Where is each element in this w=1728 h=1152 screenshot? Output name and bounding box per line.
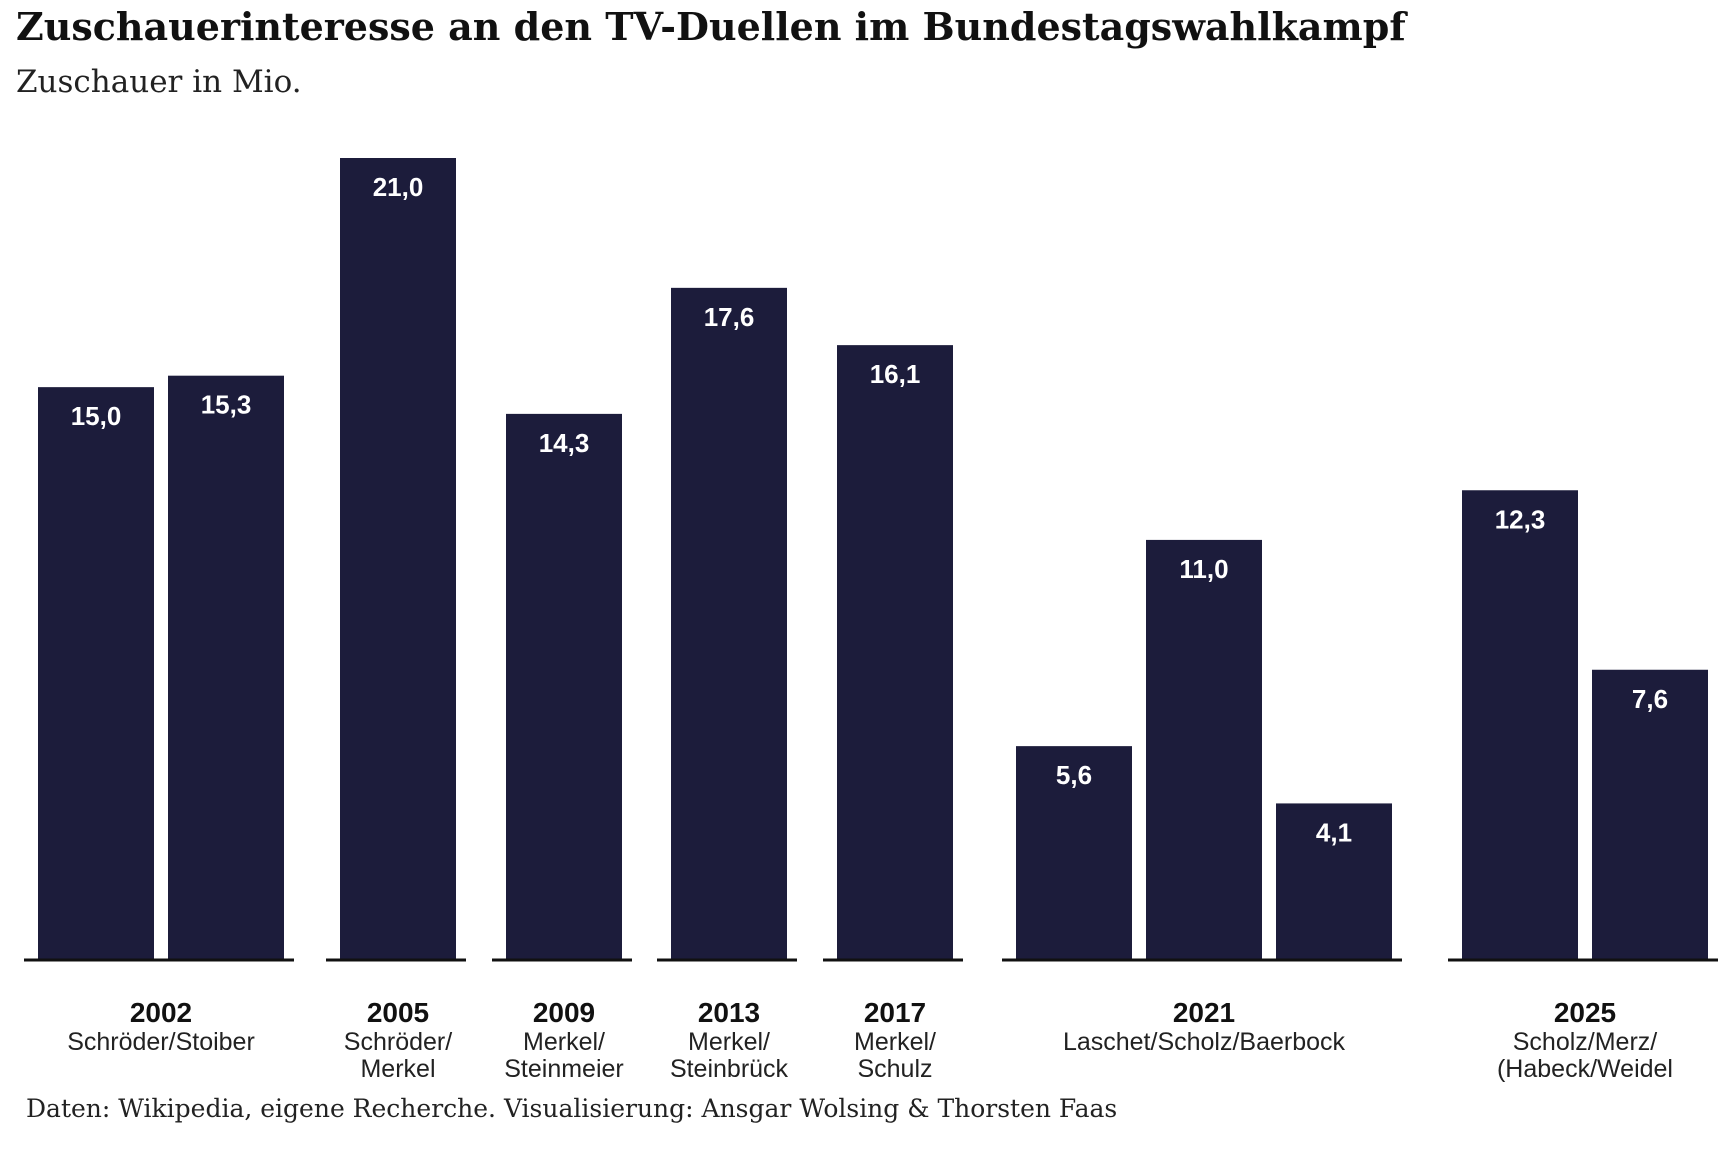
bar-2017-1 — [837, 345, 953, 961]
year-label-2021: 2021 — [1173, 997, 1235, 1028]
data-label-2009-1: 14,3 — [539, 428, 590, 458]
candidates-label-2002: Schröder/Stoiber — [67, 1028, 255, 1056]
candidates-label-2025-line-2: (Habeck/Weidel — [1497, 1055, 1673, 1083]
data-label-2021-2: 11,0 — [1179, 554, 1228, 584]
bar-2021-1 — [1016, 746, 1132, 960]
bar-2009-1 — [506, 413, 622, 960]
candidates-label-2021: Laschet/Scholz/Baerbock — [1063, 1028, 1346, 1056]
data-label-2025-1: 12,3 — [1495, 504, 1546, 534]
bar-2021-2 — [1146, 539, 1262, 960]
year-label-2005: 2005 — [367, 997, 429, 1028]
candidates-label-2013-line-2: Steinbrück — [670, 1055, 789, 1083]
bar-2025-1 — [1462, 490, 1578, 960]
chart-subtitle: Zuschauer in Mio. — [16, 64, 302, 100]
data-label-2002-2: 15,3 — [201, 390, 252, 420]
bar-2025-2 — [1592, 669, 1708, 960]
year-label-2025: 2025 — [1554, 997, 1616, 1028]
candidates-label-2017-line-1: Merkel/ — [854, 1028, 936, 1056]
data-label-2005-1: 21,0 — [373, 172, 424, 202]
candidates-label-2013-line-1: Merkel/ — [688, 1028, 770, 1056]
data-label-2021-1: 5,6 — [1056, 760, 1092, 790]
candidates-label-2005-line-1: Schröder/ — [344, 1028, 452, 1056]
candidates-label-2009-line-2: Steinmeier — [504, 1055, 624, 1083]
year-label-2017: 2017 — [864, 997, 926, 1028]
data-label-2013-1: 17,6 — [704, 302, 755, 332]
data-label-2025-2: 7,6 — [1632, 684, 1668, 714]
data-label-2021-3: 4,1 — [1316, 817, 1352, 847]
bar-2021-3 — [1276, 803, 1392, 960]
candidates-label-2025-line-1: Scholz/Merz/ — [1513, 1028, 1658, 1056]
candidates-label-2009-line-1: Merkel/ — [523, 1028, 605, 1056]
bar-2013-1 — [671, 287, 787, 960]
year-label-2009: 2009 — [533, 997, 595, 1028]
year-label-2013: 2013 — [698, 997, 760, 1028]
year-label-2002: 2002 — [130, 997, 192, 1028]
bar-2005-1 — [340, 158, 456, 960]
candidates-label-2017-line-2: Schulz — [857, 1055, 932, 1083]
bar-2002-2 — [168, 375, 284, 961]
data-label-2017-1: 16,1 — [870, 359, 921, 389]
source-note: Daten: Wikipedia, eigene Recherche. Visu… — [26, 1094, 1118, 1123]
bar-2002-1 — [38, 387, 154, 961]
data-label-2002-1: 15,0 — [71, 401, 122, 431]
chart-title: Zuschauerinteresse an den TV-Duellen im … — [16, 4, 1406, 49]
candidates-label-2005-line-2: Merkel — [360, 1055, 435, 1083]
